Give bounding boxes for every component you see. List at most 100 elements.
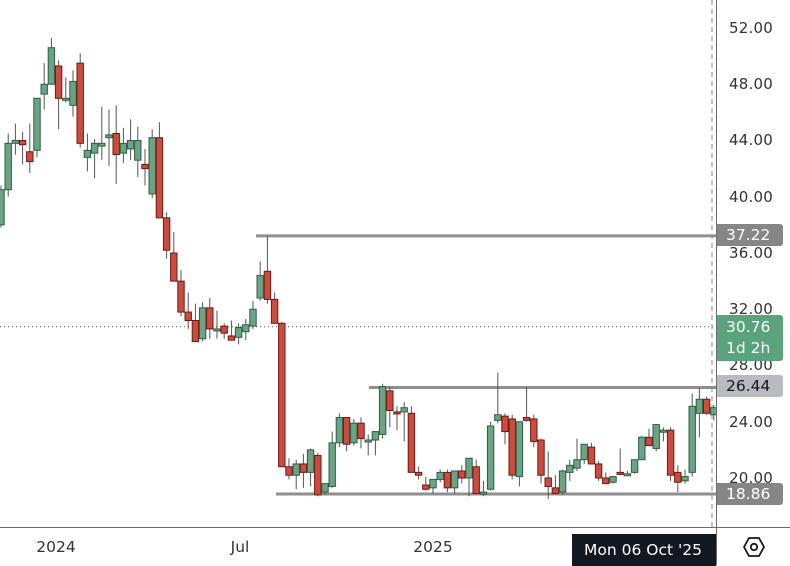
candle-up xyxy=(83,149,92,158)
candle-down xyxy=(522,417,531,421)
candle-up xyxy=(98,142,106,147)
time-axis[interactable]: 2024 Jul 2025 Mon 06 Oct '25 xyxy=(0,527,716,566)
candle-down xyxy=(162,217,171,251)
chart-pane[interactable] xyxy=(0,0,716,527)
crosshair-date-label: Mon 06 Oct '25 xyxy=(572,534,716,566)
candle-up xyxy=(321,483,329,493)
candle-up xyxy=(249,308,257,327)
candle-down xyxy=(220,325,228,334)
candle-down xyxy=(530,418,538,442)
candle-down xyxy=(155,137,164,219)
candle-up xyxy=(681,476,689,482)
candle-up xyxy=(148,137,156,195)
candle-up xyxy=(623,473,632,477)
candle-down xyxy=(501,415,509,433)
price-tick: 24.00 xyxy=(729,413,773,431)
candle-up xyxy=(242,324,250,333)
candle-down xyxy=(191,320,200,343)
candle-down xyxy=(270,298,279,324)
candle-up xyxy=(328,442,336,487)
price-tick: 44.00 xyxy=(729,131,773,149)
last-price-value: 30.76 xyxy=(726,318,771,336)
time-tick: 2024 xyxy=(36,538,76,556)
candle-down xyxy=(393,411,401,415)
candle-up xyxy=(292,463,300,476)
candle-up xyxy=(494,414,502,421)
candle-up xyxy=(573,459,581,469)
candle-down xyxy=(141,163,149,170)
candle-up xyxy=(198,307,207,340)
price-tick: 40.00 xyxy=(729,188,773,206)
candle-down xyxy=(508,418,516,476)
candle-up xyxy=(33,97,41,151)
candle-down xyxy=(177,280,185,313)
candle-up xyxy=(62,97,70,101)
candle-up xyxy=(479,491,488,495)
candle-up xyxy=(134,140,142,161)
candle-down xyxy=(357,422,365,440)
price-tick: 20.00 xyxy=(729,469,773,487)
candle-up xyxy=(119,142,128,154)
candle-down xyxy=(342,417,351,445)
candle-down xyxy=(184,311,192,321)
time-tick: Jul xyxy=(230,538,250,556)
candle-down xyxy=(206,307,214,330)
candle-up xyxy=(40,83,48,95)
candle-up xyxy=(126,140,135,150)
candle-down xyxy=(263,270,272,300)
candle-up xyxy=(400,407,408,413)
candle-up xyxy=(0,189,5,226)
candle-up xyxy=(436,471,444,480)
candle-up xyxy=(335,417,344,444)
candle-up xyxy=(306,449,315,473)
candle-up xyxy=(69,80,77,106)
settings-hexagon-icon xyxy=(742,536,765,557)
candle-down xyxy=(674,471,682,483)
candle-up xyxy=(465,457,473,479)
candle-down xyxy=(587,446,596,465)
candle-down xyxy=(386,390,394,411)
candle-down xyxy=(278,322,286,468)
candle-down xyxy=(443,471,452,489)
price-tick: 32.00 xyxy=(729,300,773,318)
candle-up xyxy=(256,275,264,299)
candle-up xyxy=(364,439,372,443)
candle-down xyxy=(422,484,430,490)
candle-down xyxy=(170,252,178,282)
candle-up xyxy=(710,407,716,416)
candle-down xyxy=(666,429,675,476)
chart-settings-button[interactable] xyxy=(716,527,790,565)
price-axis[interactable]: 52.00 48.00 44.00 40.00 36.00 32.00 28.0… xyxy=(716,0,790,527)
candle-down xyxy=(458,470,466,479)
candle-up xyxy=(652,424,660,449)
candle-up xyxy=(371,431,380,441)
candle-down xyxy=(537,439,545,476)
candle-up xyxy=(350,422,358,444)
candle-down xyxy=(602,477,610,485)
candle-up xyxy=(105,134,113,139)
candle-down xyxy=(544,477,552,487)
candle-up xyxy=(630,459,639,473)
candlestick-chart[interactable] xyxy=(0,0,716,527)
candle-down xyxy=(18,140,27,146)
candle-up xyxy=(90,142,99,154)
candle-up xyxy=(47,47,56,85)
price-tick: 52.00 xyxy=(729,19,773,37)
candle-up xyxy=(695,398,704,414)
candle-down xyxy=(112,132,120,156)
candle-down xyxy=(314,455,322,496)
candle-down xyxy=(645,436,653,447)
price-tick: 36.00 xyxy=(729,244,773,262)
candle-down xyxy=(285,466,293,476)
candle-down xyxy=(414,471,423,476)
price-tick: 48.00 xyxy=(729,75,773,93)
candle-down xyxy=(26,151,34,163)
candle-down xyxy=(407,412,416,473)
candle-up xyxy=(429,478,437,489)
range-top-level-tag: 26.44 xyxy=(717,375,783,397)
candle-up xyxy=(659,429,668,433)
candle-up xyxy=(11,140,20,144)
candle-up xyxy=(558,470,567,493)
candle-up xyxy=(234,327,243,338)
bar-countdown: 1d 2h xyxy=(726,339,771,357)
